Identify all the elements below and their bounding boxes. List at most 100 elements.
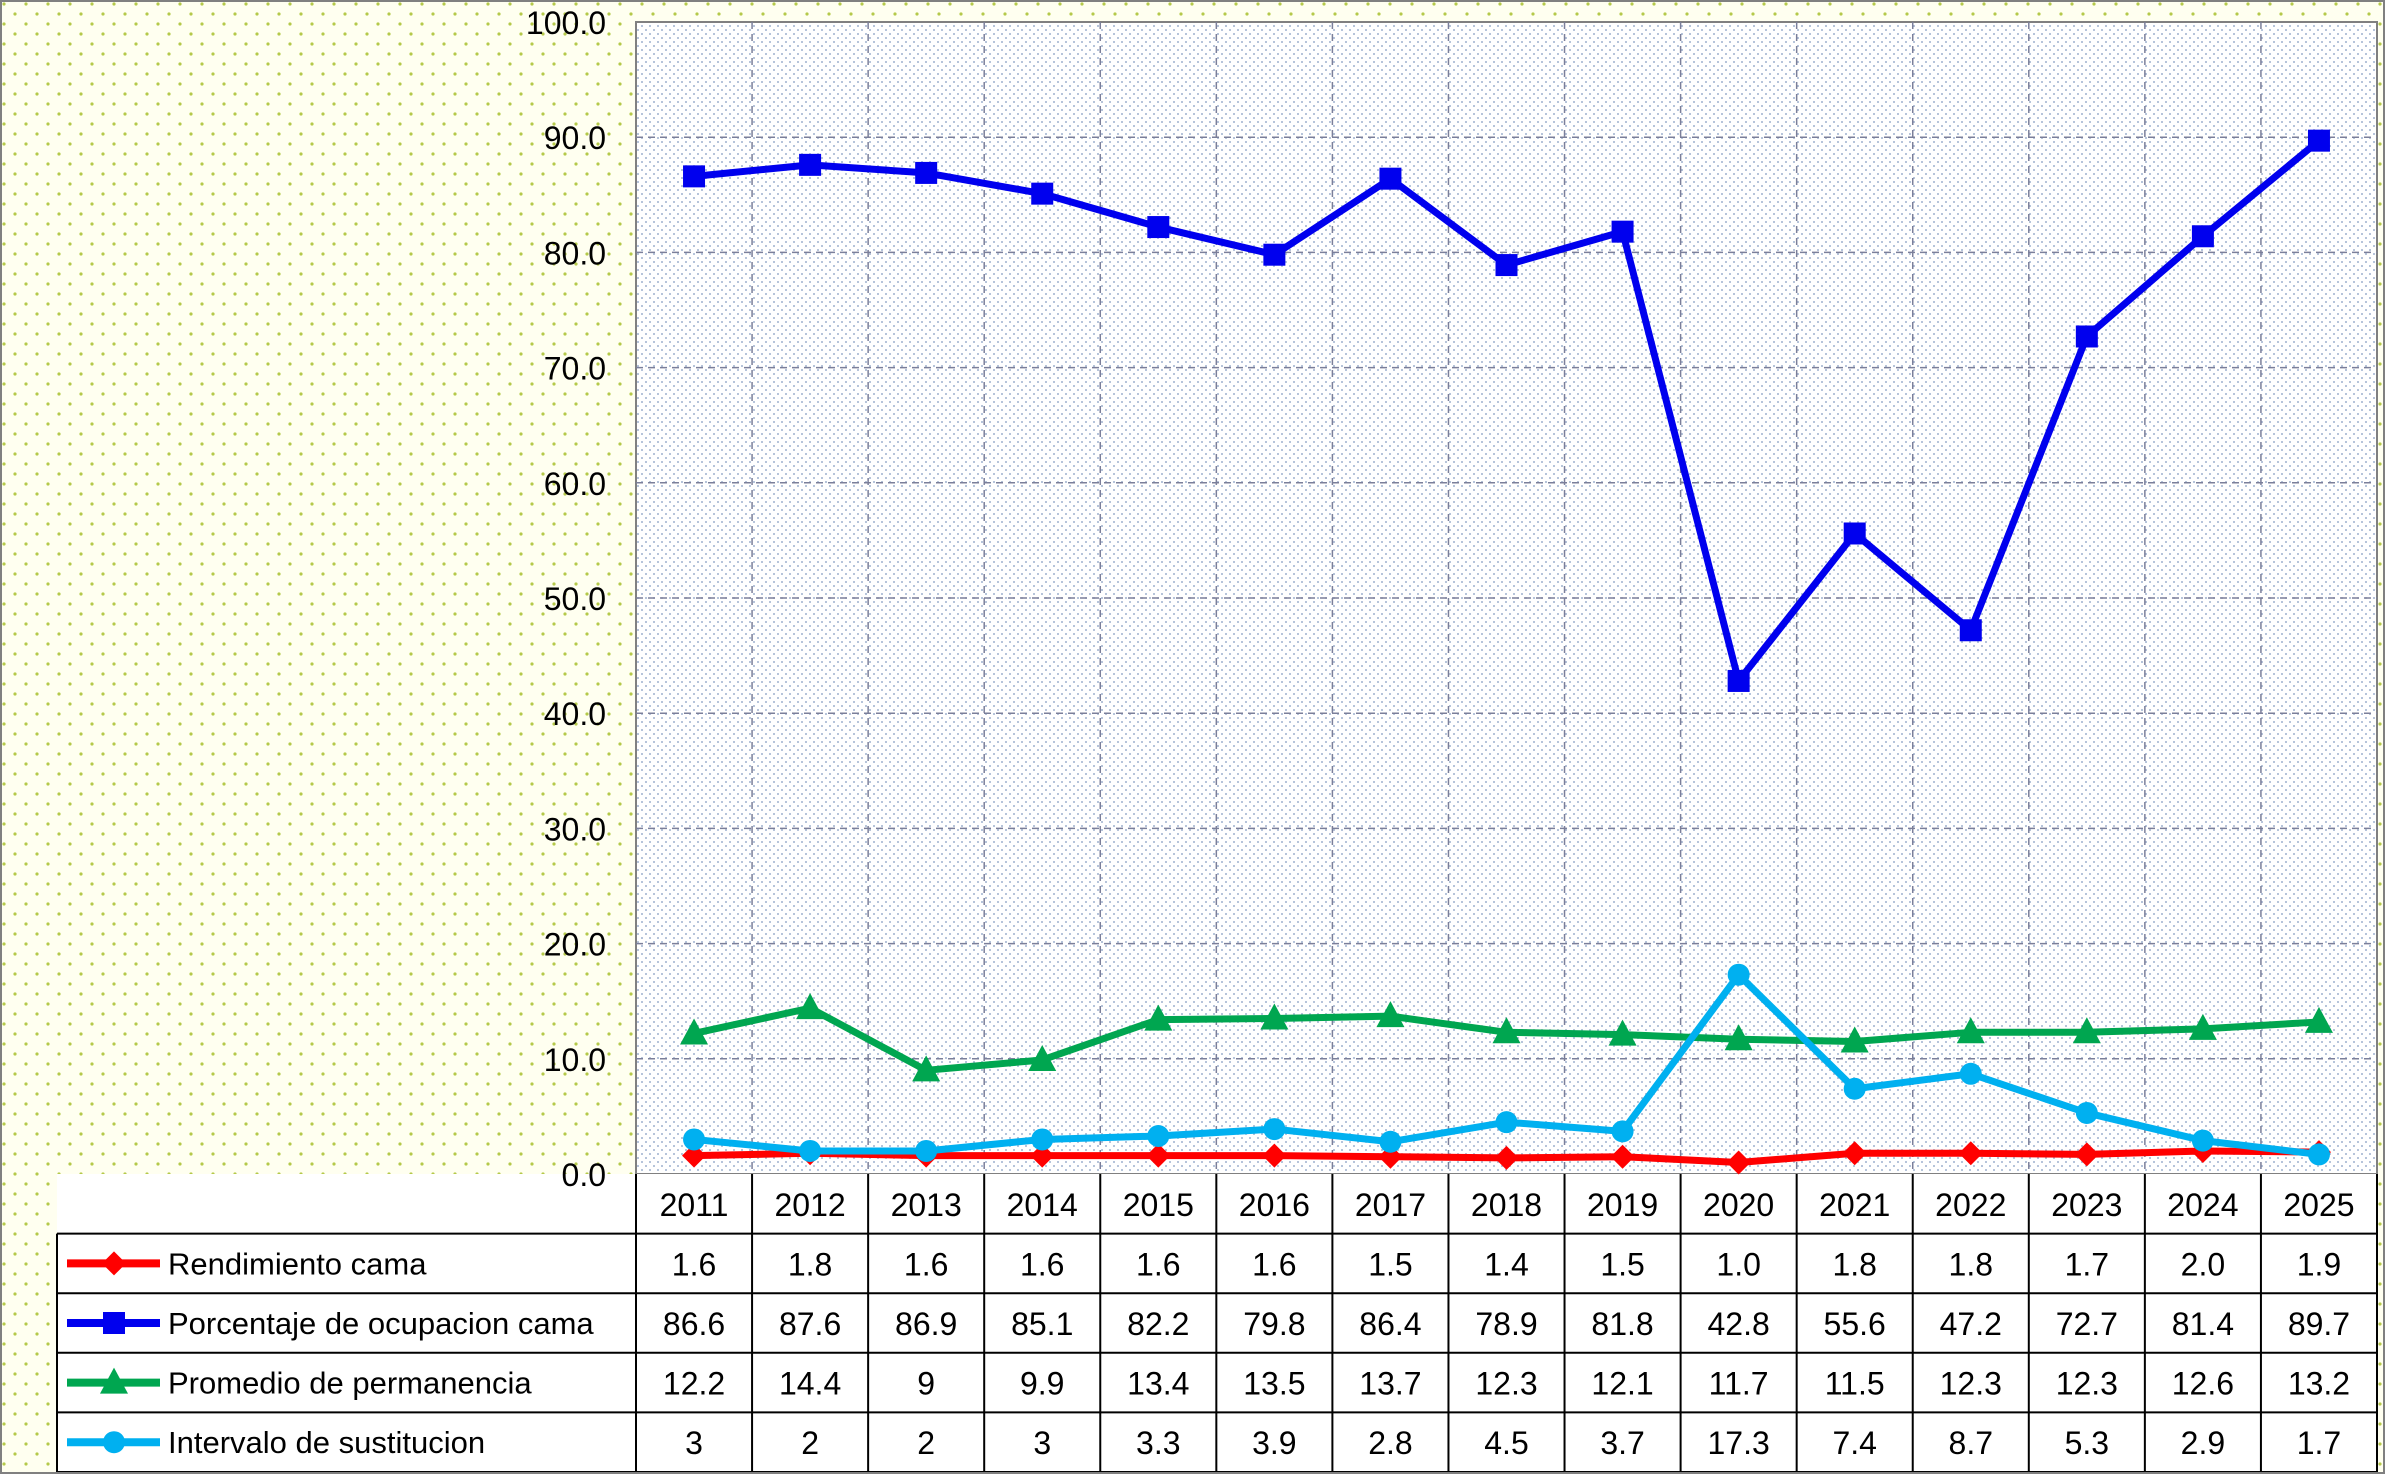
data-label: 8.7 <box>1949 1425 1993 1461</box>
data-table: 2011 2012 2013 2014 2015 2016 2017 2018 2019 2020… <box>56 1174 2378 1473</box>
circle-marker <box>1495 1111 1518 1134</box>
x-tick-label: 2020 <box>1703 1187 1774 1223</box>
y-axis: 0.0 10.0 20.0 30.0 40.0 50.0 60.0 70.0 80.0 90.0 1… <box>526 5 606 1193</box>
data-label: 1.7 <box>2065 1246 2109 1282</box>
data-label: 3.9 <box>1252 1425 1296 1461</box>
data-label: 81.4 <box>2172 1306 2234 1342</box>
square-marker <box>1611 220 1634 243</box>
triangle-marker <box>1724 1024 1753 1051</box>
y-tick-label: 50.0 <box>544 581 606 617</box>
square-marker <box>1495 254 1518 277</box>
data-label: 89.7 <box>2288 1306 2350 1342</box>
data-label: 42.8 <box>1707 1306 1769 1342</box>
square-marker <box>683 165 706 188</box>
circle-marker <box>1611 1120 1634 1143</box>
square-marker <box>1031 182 1054 205</box>
x-tick-label: 2015 <box>1123 1187 1194 1223</box>
diamond-marker <box>1262 1143 1287 1168</box>
data-label: 9.9 <box>1020 1366 1064 1402</box>
data-label: 17.3 <box>1707 1425 1769 1461</box>
circle-marker <box>1379 1130 1402 1153</box>
y-tick-label: 60.0 <box>544 466 606 502</box>
data-label: 12.3 <box>1475 1366 1537 1402</box>
triangle-marker <box>1956 1017 1985 1044</box>
data-label: 2.9 <box>2181 1425 2225 1461</box>
data-label: 1.6 <box>1136 1246 1180 1282</box>
legend-label: Porcentaje de ocupacion cama <box>168 1306 594 1341</box>
triangle-marker <box>1840 1026 1869 1053</box>
data-label: 2 <box>917 1425 935 1461</box>
data-label: 14.4 <box>779 1366 841 1402</box>
data-label: 2.0 <box>2181 1246 2225 1282</box>
square-marker <box>1147 216 1170 239</box>
data-label: 12.3 <box>2056 1366 2118 1402</box>
triangle-marker <box>912 1055 941 1082</box>
y-tick-label: 100.0 <box>526 5 606 41</box>
square-marker <box>103 1312 125 1334</box>
y-tick-label: 20.0 <box>544 927 606 963</box>
data-label: 86.9 <box>895 1306 957 1342</box>
data-label: 1.8 <box>1832 1246 1876 1282</box>
data-label: 1.6 <box>1252 1246 1296 1282</box>
data-label: 2.8 <box>1368 1425 1412 1461</box>
triangle-marker <box>1608 1019 1637 1046</box>
data-label: 11.5 <box>1825 1366 1885 1402</box>
triangle-marker <box>1376 1001 1405 1028</box>
diamond-marker <box>1030 1143 1055 1168</box>
triangle-marker <box>1028 1044 1057 1071</box>
x-tick-label: 2021 <box>1819 1187 1890 1223</box>
data-label: 7.4 <box>1832 1425 1876 1461</box>
x-tick-label: 2024 <box>2167 1187 2238 1223</box>
data-label: 12.1 <box>1591 1366 1653 1402</box>
triangle-marker <box>1144 1004 1173 1031</box>
y-tick-label: 10.0 <box>544 1042 606 1078</box>
triangle-marker <box>680 1018 709 1045</box>
data-label: 79.8 <box>1243 1306 1305 1342</box>
circle-marker <box>799 1139 822 1162</box>
x-tick-label: 2023 <box>2051 1187 2122 1223</box>
circle-marker <box>2307 1143 2330 1166</box>
data-label: 86.4 <box>1359 1306 1421 1342</box>
data-label: 3.3 <box>1136 1425 1180 1461</box>
data-label: 87.6 <box>779 1306 841 1342</box>
square-marker <box>1263 243 1286 266</box>
diamond-marker <box>1726 1150 1751 1175</box>
y-tick-label: 40.0 <box>544 696 606 732</box>
x-tick-label: 2019 <box>1587 1187 1658 1223</box>
circle-marker <box>1727 963 1750 986</box>
circle-marker <box>1147 1124 1170 1147</box>
diamond-marker <box>1842 1141 1867 1166</box>
square-marker <box>1843 522 1866 545</box>
square-marker <box>2307 129 2330 152</box>
data-label: 1.6 <box>904 1246 948 1282</box>
data-label: 13.4 <box>1127 1366 1189 1402</box>
data-label: 85.1 <box>1011 1306 1073 1342</box>
diamond-marker <box>1958 1141 1983 1166</box>
circle-marker <box>1843 1077 1866 1100</box>
data-label: 12.6 <box>2172 1366 2234 1402</box>
triangle-marker <box>1492 1017 1521 1044</box>
data-label: 3 <box>1033 1425 1051 1461</box>
y-tick-label: 0.0 <box>562 1157 606 1193</box>
data-label: 81.8 <box>1591 1306 1653 1342</box>
circle-marker <box>915 1139 938 1162</box>
square-marker <box>2075 325 2098 348</box>
data-label: 13.2 <box>2288 1366 2350 1402</box>
data-label: 13.5 <box>1243 1366 1305 1402</box>
data-label: 11.7 <box>1709 1366 1769 1402</box>
data-label: 4.5 <box>1484 1425 1528 1461</box>
circle-marker <box>1959 1062 1982 1085</box>
square-marker <box>1379 167 1402 190</box>
square-marker <box>1959 619 1982 642</box>
data-label: 1.8 <box>1949 1246 1993 1282</box>
y-tick-label: 70.0 <box>544 351 606 387</box>
data-label: 12.2 <box>663 1366 725 1402</box>
x-tick-label: 2022 <box>1935 1187 2006 1223</box>
y-tick-label: 30.0 <box>544 811 606 847</box>
diamond-marker <box>1610 1144 1635 1169</box>
circle-marker <box>2075 1101 2098 1124</box>
y-tick-label: 90.0 <box>544 120 606 156</box>
data-label: 55.6 <box>1824 1306 1886 1342</box>
legend-label: Intervalo de sustitucion <box>168 1425 485 1460</box>
